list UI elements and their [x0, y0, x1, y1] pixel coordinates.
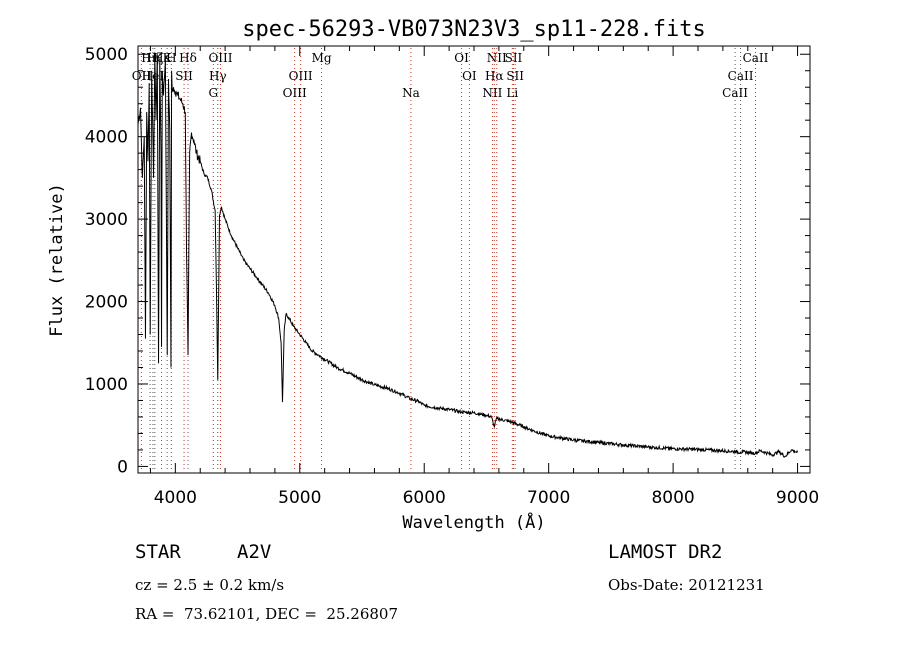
line-label-22: SII: [506, 69, 524, 83]
line-label-2: Hη: [141, 51, 159, 65]
line-label-21: SII: [505, 51, 523, 65]
x-axis: 4000 5000 6000 7000 8000 9000: [149, 46, 819, 508]
line-label-10: Hγ: [209, 69, 227, 83]
y-tick-label: 3000: [85, 210, 128, 230]
chart-title: spec-56293-VB073N23V3_sp11-228.fits: [242, 17, 706, 42]
x-tick-label: 7000: [527, 488, 570, 508]
line-label-26: CaII: [722, 86, 748, 100]
y-tick-label: 4000: [85, 128, 128, 148]
observation-date: Obs-Date: 20121231: [608, 576, 765, 594]
y-axis: 0 1000 2000 3000 4000 5000: [85, 45, 810, 477]
line-label-7: SII: [175, 69, 193, 83]
line-label-11: G: [208, 86, 218, 100]
y-axis-label: Flux (relative): [47, 183, 67, 337]
x-tick-label: 8000: [651, 488, 694, 508]
y-tick-label: 0: [117, 457, 128, 477]
redshift-value: cz = 2.5 ± 0.2 km/s: [135, 576, 285, 594]
line-label-3: OII: [132, 69, 152, 83]
coordinates: RA = 73.62101, DEC = 25.26807: [135, 605, 399, 623]
plot-frame: [137, 45, 811, 474]
x-tick-label: 5000: [278, 488, 321, 508]
x-axis-label: Wavelength (Å): [402, 511, 545, 533]
line-label-5: K: [163, 51, 173, 65]
object-subclass: A2V: [237, 541, 272, 563]
line-label-12: Mg: [312, 51, 332, 65]
line-label-4: HeI: [142, 69, 165, 83]
object-class: STAR: [135, 541, 181, 563]
spectrum-line: [137, 54, 799, 458]
y-tick-label: 1000: [85, 375, 128, 395]
line-label-14: OIII: [283, 86, 307, 100]
line-label-20: NII: [482, 86, 502, 100]
line-label-23: Li: [506, 86, 518, 100]
y-tick-label: 5000: [85, 45, 128, 65]
x-tick-label: 4000: [154, 488, 197, 508]
x-tick-label: 9000: [776, 488, 819, 508]
line-label-19: Hα: [485, 69, 504, 83]
line-label-9: OIII: [208, 51, 232, 65]
survey-name: LAMOST DR2: [608, 541, 723, 563]
line-label-24: CaII: [743, 51, 769, 65]
y-tick-label: 2000: [85, 293, 128, 313]
line-label-15: Na: [402, 86, 420, 100]
line-label-18: NII: [487, 51, 507, 65]
line-label-6: H: [166, 51, 176, 65]
x-tick-label: 6000: [403, 488, 446, 508]
line-label-16: OI: [454, 51, 469, 65]
line-label-13: OIII: [289, 69, 313, 83]
line-label-25: CaII: [728, 69, 754, 83]
line-label-17: OI: [462, 69, 477, 83]
line-label-8: Hδ: [179, 51, 197, 65]
